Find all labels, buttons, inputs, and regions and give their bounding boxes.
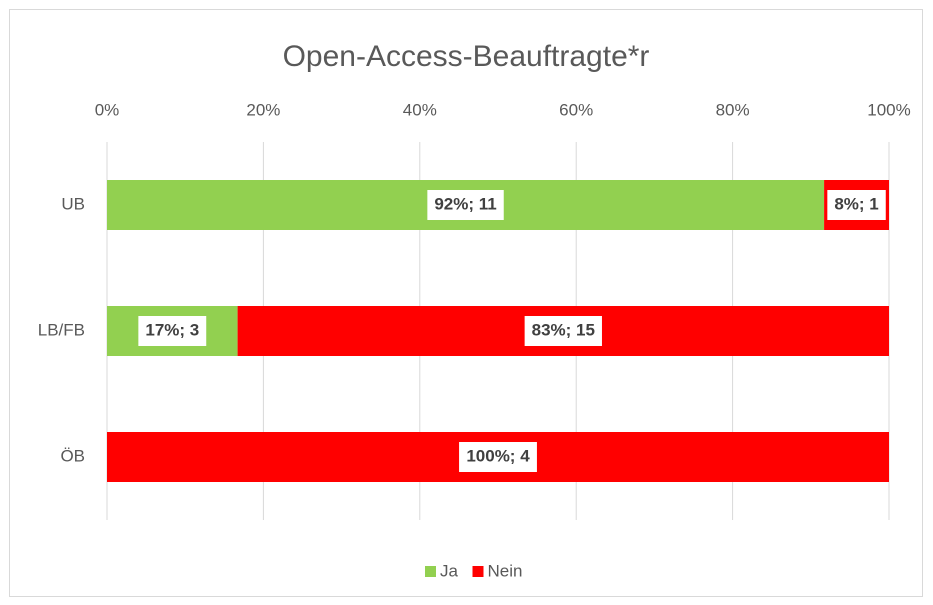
x-tick-label: 100% [867, 100, 910, 119]
data-label-box [427, 190, 504, 220]
data-label: 100%; 4 [466, 446, 530, 465]
legend-swatch [472, 566, 484, 577]
data-label-box [524, 316, 602, 346]
data-label: 8%; 1 [834, 194, 878, 213]
x-tick-label: 60% [559, 100, 593, 119]
y-tick-label: UB [61, 194, 85, 213]
data-label: 83%; 15 [532, 320, 595, 339]
x-tick-label: 40% [403, 100, 437, 119]
data-label-box [827, 190, 886, 220]
legend-swatch [425, 566, 436, 577]
data-label-box [459, 442, 537, 472]
data-label: 17%; 3 [145, 320, 199, 339]
data-label: 92%; 11 [434, 194, 496, 213]
y-tick-label: ÖB [60, 446, 85, 465]
x-tick-label: 0% [95, 100, 120, 119]
y-tick-label: LB/FB [38, 320, 85, 339]
legend-label: Nein [488, 561, 523, 580]
legend-label: Ja [440, 561, 459, 580]
data-label-box [138, 316, 207, 346]
x-tick-label: 20% [246, 100, 280, 119]
x-tick-label: 80% [716, 100, 750, 119]
chart-title: Open-Access-Beauftragte*r [283, 40, 650, 73]
chart-frame [9, 9, 923, 597]
